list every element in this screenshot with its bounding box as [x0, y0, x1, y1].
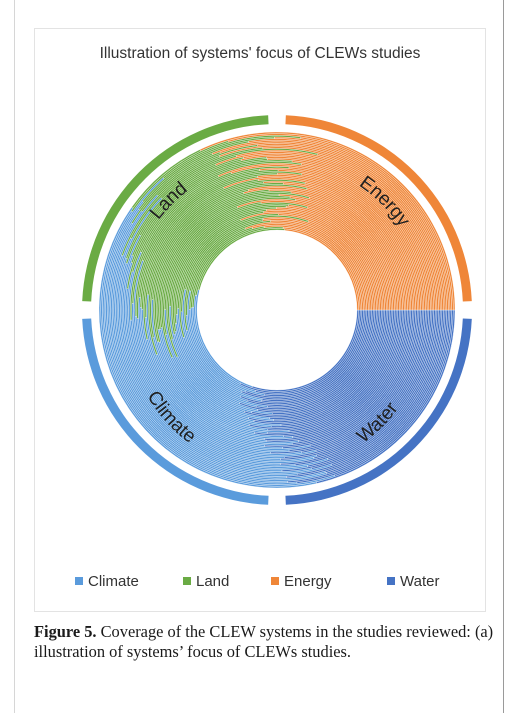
band-segment-energy — [199, 131, 456, 311]
legend-swatch-land — [183, 577, 191, 585]
legend-label-water: Water — [400, 573, 440, 590]
legend-label-climate: Climate — [88, 573, 139, 590]
caption-label: Figure 5. — [34, 622, 97, 641]
figure-caption: Figure 5. Coverage of the CLEW systems i… — [34, 622, 494, 662]
sector-arc-energy — [285, 115, 472, 302]
legend-swatch-water — [387, 577, 395, 585]
page-rule-left — [14, 0, 15, 713]
legend-swatch-climate — [75, 577, 83, 585]
outer-sector-ring — [82, 115, 472, 505]
caption-text: Coverage of the CLEW systems in the stud… — [34, 622, 494, 661]
band-segment-energy — [288, 204, 384, 311]
legend-item-energy: Energy — [271, 573, 332, 590]
legend-item-climate: Climate — [75, 573, 139, 590]
legend-swatch-energy — [271, 577, 279, 585]
chart-title: Illustration of systems' focus of CLEWs … — [99, 45, 421, 62]
legend-item-water: Water — [387, 573, 439, 590]
page-rule-right — [503, 0, 504, 713]
band-segment-energy — [263, 180, 407, 311]
legend-label-energy: Energy — [284, 573, 332, 590]
legend-item-land: Land — [183, 573, 229, 590]
sector-arc-land — [82, 115, 269, 302]
radial-bands — [98, 131, 456, 489]
sector-arc-water — [285, 318, 472, 505]
chart-area: Illustration of systems' focus of CLEWs … — [34, 28, 486, 612]
sector-arc-climate — [82, 318, 269, 505]
legend: Climate Land Energy Water — [35, 573, 485, 595]
band-segment-energy — [278, 193, 394, 311]
legend-label-land: Land — [196, 573, 230, 590]
